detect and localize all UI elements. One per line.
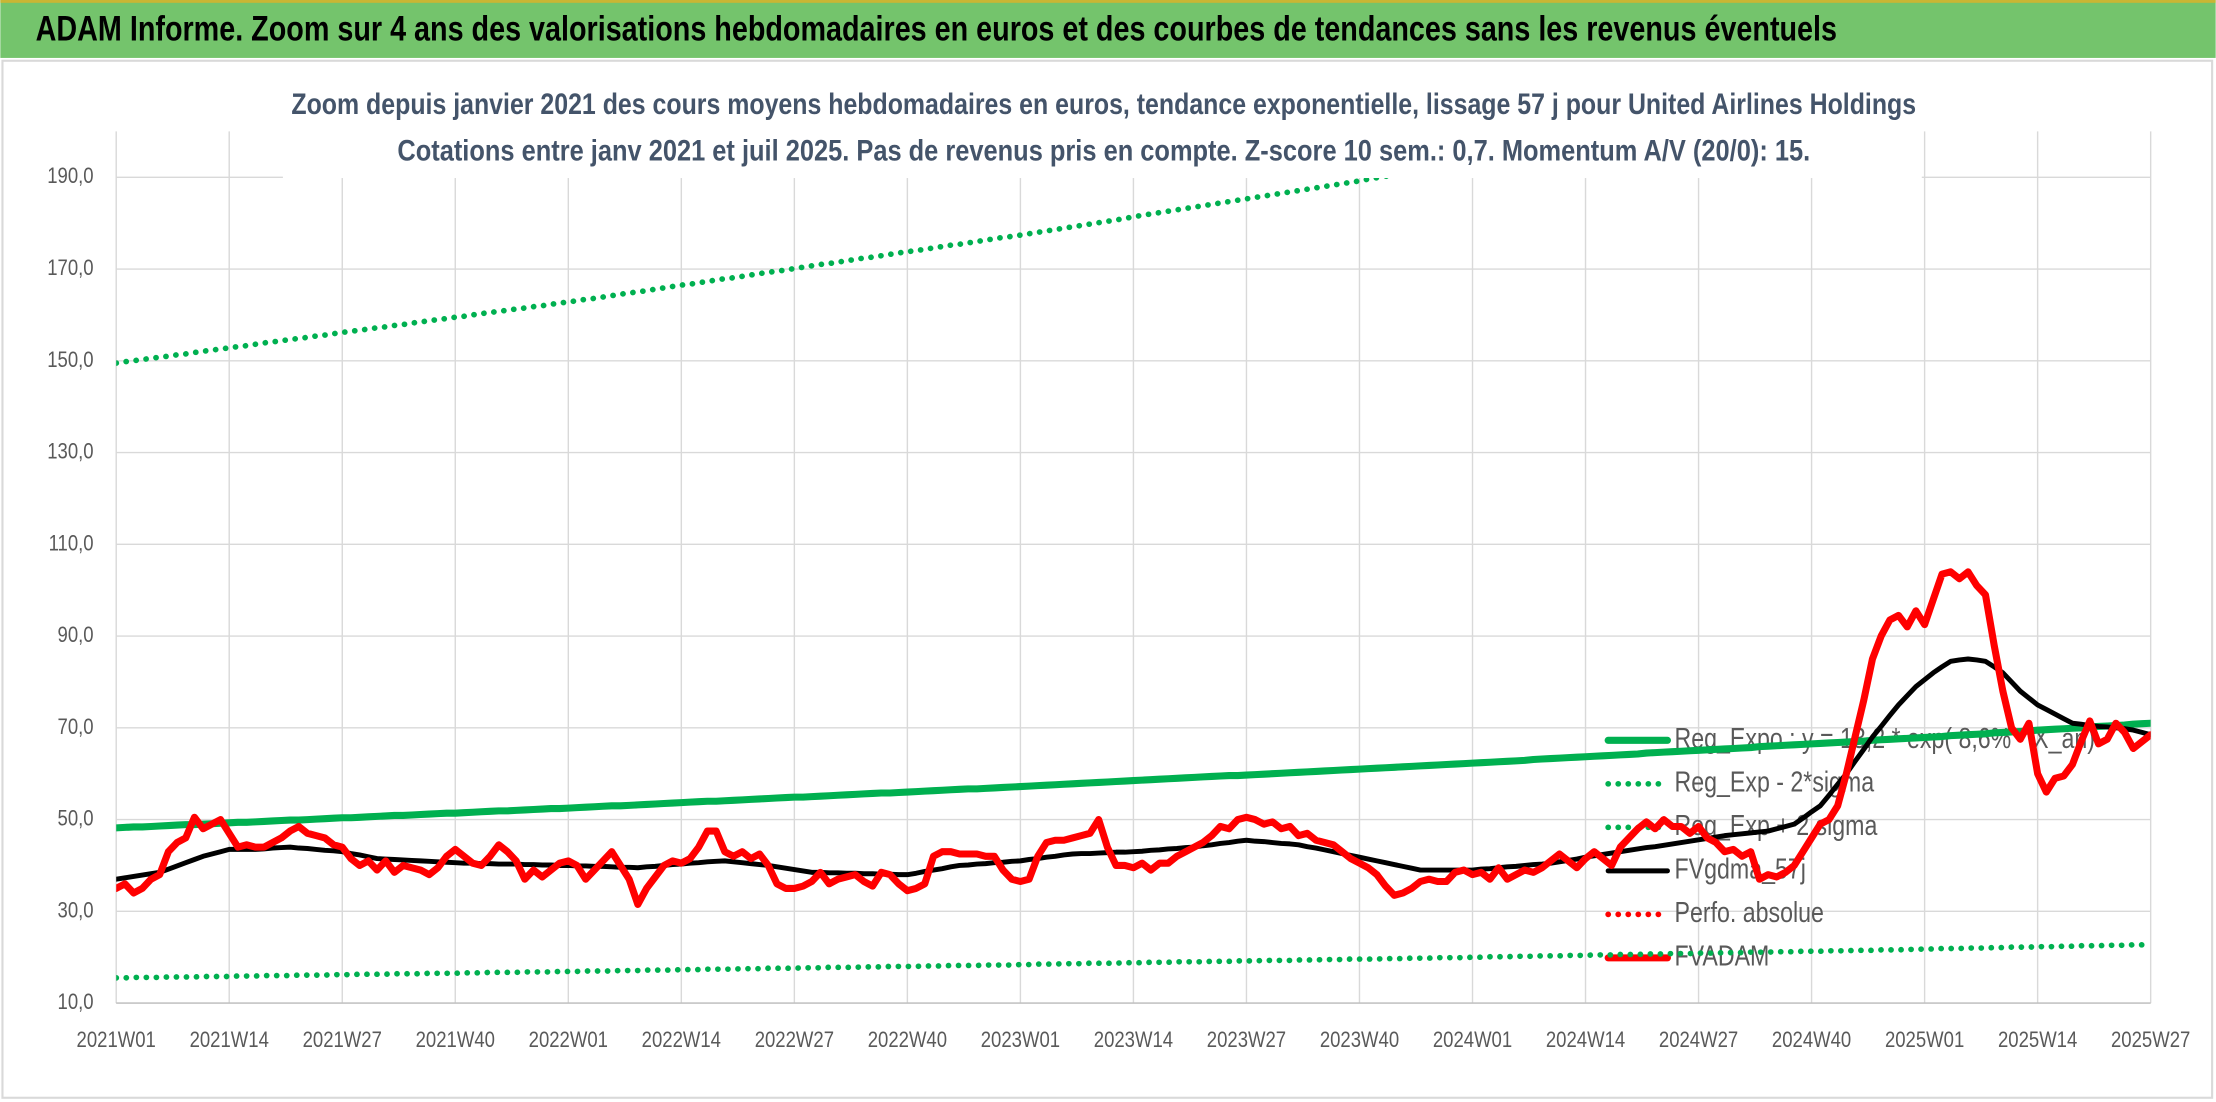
grid — [115, 131, 2152, 1004]
x-tick-label: 2021W40 — [416, 1027, 495, 1052]
legend-label: Perfo. absolue — [1675, 896, 1824, 928]
chart-subtitle: Cotations entre janv 2021 et juil 2025. … — [397, 134, 1810, 167]
x-tick-label: 2021W27 — [303, 1027, 382, 1052]
y-tick-label: 30,0 — [58, 897, 94, 922]
y-tick-label: 190,0 — [47, 163, 93, 188]
series-line — [116, 941, 2151, 981]
x-tick-label: 2023W14 — [1094, 1027, 1173, 1052]
x-tick-label: 2021W01 — [77, 1027, 156, 1052]
series-line — [116, 568, 2151, 908]
y-tick-label: 170,0 — [47, 255, 93, 280]
x-tick-label: 2022W40 — [868, 1027, 947, 1052]
y-tick-label: 70,0 — [58, 714, 94, 739]
x-tick-label: 2025W27 — [2111, 1027, 2190, 1052]
x-tick-label: 2024W27 — [1659, 1027, 1738, 1052]
x-tick-label: 2023W40 — [1320, 1027, 1399, 1052]
x-tick-label: 2022W14 — [642, 1027, 721, 1052]
x-tick-label: 2025W01 — [1885, 1027, 1964, 1052]
header-bar — [0, 0, 2216, 58]
x-tick-label: 2023W27 — [1207, 1027, 1286, 1052]
chart-title: Zoom depuis janvier 2021 des cours moyen… — [291, 88, 1916, 121]
x-tick-label: 2021W14 — [190, 1027, 269, 1052]
y-tick-label: 110,0 — [49, 530, 94, 555]
plot-area — [116, 131, 2151, 981]
x-tick-label: 2022W27 — [755, 1027, 834, 1052]
x-tick-label: 2022W01 — [529, 1027, 608, 1052]
axes: 10,0 30,0 50,0 70,0 90,0 110,0 130,0 150,0 170,0… — [47, 163, 2190, 1052]
x-tick-label: 2025W14 — [1998, 1027, 2077, 1052]
y-tick-label: 10,0 — [58, 989, 94, 1014]
header-edge — [0, 0, 2216, 3]
chart-frame — [1, 59, 2214, 1099]
title-box — [282, 81, 1922, 179]
x-tick-label: 2023W01 — [981, 1027, 1060, 1052]
y-tick-label: 150,0 — [47, 347, 93, 372]
header-title: ADAM Informe. Zoom sur 4 ans des valoris… — [36, 9, 1837, 48]
y-tick-label: 90,0 — [58, 622, 94, 647]
x-tick-label: 2024W14 — [1546, 1027, 1625, 1052]
series-line — [116, 656, 2151, 882]
x-tick-label: 2024W40 — [1772, 1027, 1851, 1052]
series-line — [116, 131, 1665, 366]
series-line — [116, 719, 2151, 832]
y-tick-label: 130,0 — [47, 439, 93, 464]
y-tick-label: 50,0 — [58, 806, 94, 831]
x-tick-label: 2024W01 — [1433, 1027, 1512, 1052]
